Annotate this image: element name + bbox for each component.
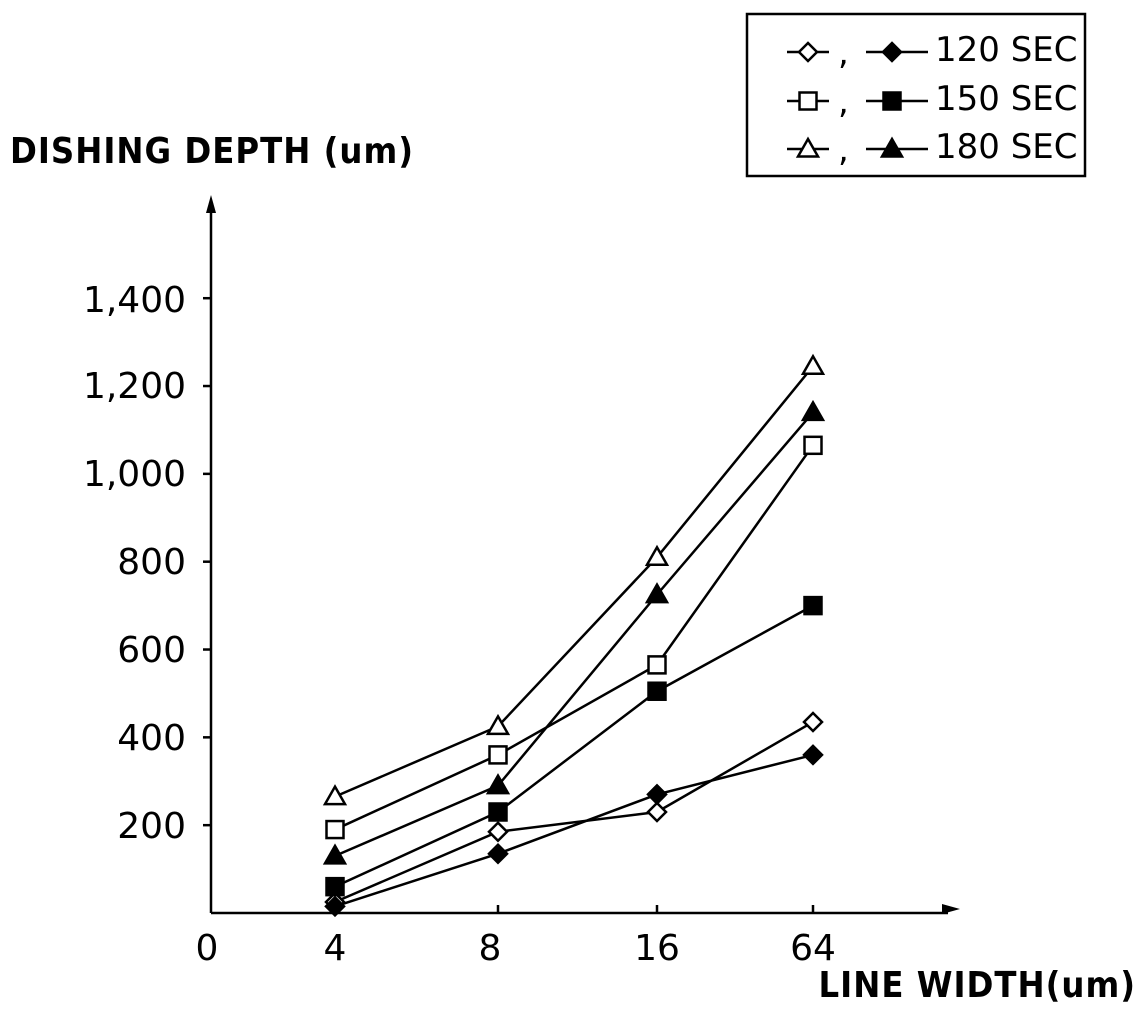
series-layer <box>325 356 823 915</box>
series-180-sec-filled <box>325 402 823 863</box>
y-axis-arrow <box>206 195 216 213</box>
x-tick-label: 16 <box>634 928 680 969</box>
point-150-sec-open <box>327 821 344 838</box>
point-120-sec-open <box>804 713 822 731</box>
series-line-180-sec-filled <box>335 412 813 856</box>
legend-separator: , <box>838 33 849 73</box>
legend-marker-filled <box>884 93 901 110</box>
point-150-sec-open <box>490 746 507 763</box>
y-tick-label: 600 <box>117 630 186 671</box>
x-tick-label: 64 <box>790 928 836 969</box>
series-line-180-sec-open <box>335 366 813 796</box>
series-line-120-sec-open <box>335 722 813 902</box>
y-tick-label: 800 <box>117 542 186 583</box>
y-tick-label: 1,200 <box>83 366 186 407</box>
y-tick-label: 1,400 <box>83 280 186 321</box>
point-150-sec-open <box>805 437 822 454</box>
x-tick-labels: 0 4 8 16 64 <box>196 928 836 969</box>
point-150-sec-filled <box>649 683 666 700</box>
point-120-sec-open <box>489 823 507 841</box>
legend: ,,, 120 SEC 150 SEC 180 SEC <box>747 14 1085 176</box>
point-120-sec-filled <box>648 785 666 803</box>
y-tick-label: 400 <box>117 718 186 759</box>
series-120-sec-open <box>326 713 822 911</box>
x-tick-label: 4 <box>324 928 347 969</box>
x-axis-arrow <box>942 904 960 914</box>
point-150-sec-filled <box>327 878 344 895</box>
y-tick-label: 1,000 <box>83 454 186 495</box>
y-axis-title: DISHING DEPTH (um) <box>10 131 414 172</box>
point-150-sec-open <box>649 656 666 673</box>
legend-label-150-sec: 150 SEC <box>935 79 1078 119</box>
series-line-120-sec-filled <box>335 755 813 907</box>
series-120-sec-filled <box>326 746 822 916</box>
y-tick-label: 200 <box>117 806 186 847</box>
legend-separator: , <box>838 82 849 122</box>
point-120-sec-filled <box>804 746 822 764</box>
point-180-sec-open <box>325 787 345 805</box>
y-tick-labels: 200 400 600 800 1,000 1,200 1,400 <box>83 280 186 847</box>
legend-label-180-sec: 180 SEC <box>935 127 1078 167</box>
legend-separator: , <box>838 130 849 170</box>
axes <box>203 195 960 914</box>
legend-label-120-sec: 120 SEC <box>935 30 1078 70</box>
point-180-sec-open <box>803 356 823 374</box>
x-tick-label: 8 <box>479 928 502 969</box>
point-120-sec-filled <box>489 845 507 863</box>
legend-marker-open <box>800 93 817 110</box>
point-150-sec-filled <box>490 803 507 820</box>
x-axis-title: LINE WIDTH(um) <box>819 965 1136 1006</box>
point-180-sec-filled <box>325 846 345 864</box>
series-line-150-sec-filled <box>335 606 813 887</box>
series-150-sec-filled <box>327 597 822 895</box>
series-180-sec-open <box>325 356 823 804</box>
point-180-sec-filled <box>803 402 823 420</box>
point-150-sec-filled <box>805 597 822 614</box>
x-origin-label: 0 <box>196 928 219 969</box>
series-150-sec-open <box>327 437 822 838</box>
point-120-sec-open <box>648 803 666 821</box>
